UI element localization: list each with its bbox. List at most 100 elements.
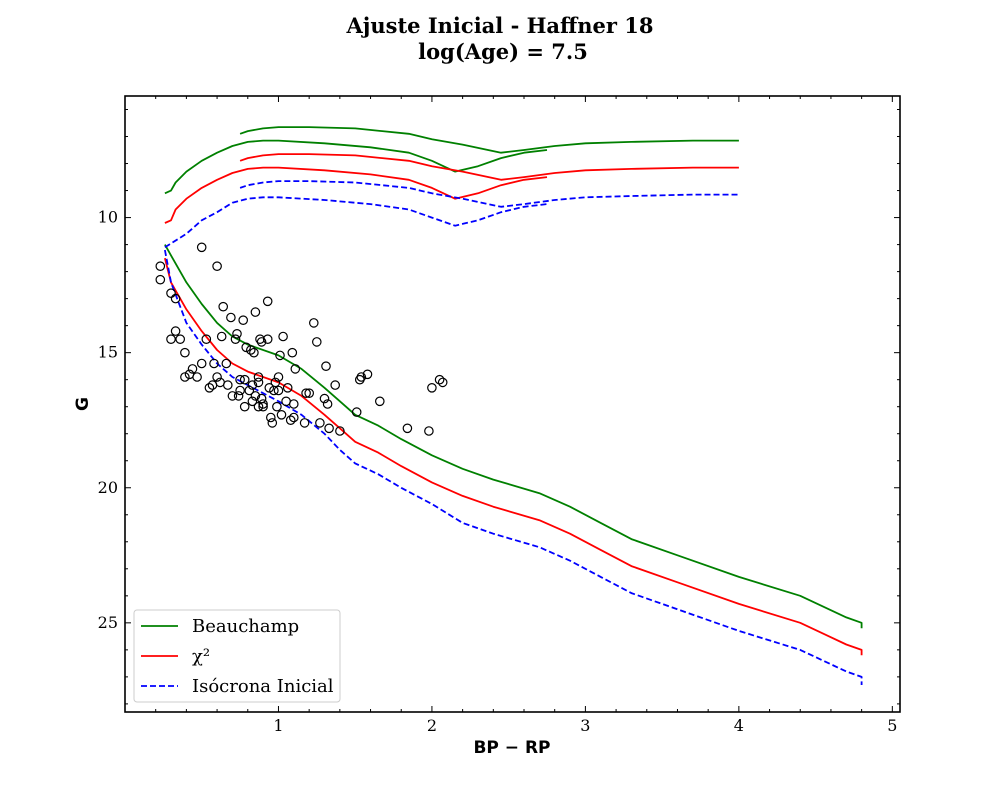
ticks-layer: 1 2 3 4 5 10 15 20 25: [98, 96, 900, 735]
scatter-point: [241, 342, 251, 353]
scatter-point: [196, 242, 207, 253]
scatter-point: [256, 337, 267, 347]
scatter-point: [437, 377, 448, 388]
scatter-point: [223, 380, 233, 390]
scatter-point: [212, 372, 222, 382]
scatter-point: [287, 347, 298, 358]
scatter-point: [299, 418, 310, 428]
scatter-point: [196, 358, 207, 369]
scatter-point: [308, 318, 319, 328]
x-tick-label: 3: [580, 716, 590, 735]
scatter-point: [265, 412, 276, 423]
scatter-point: [250, 391, 261, 401]
scatter-point: [330, 380, 340, 390]
scatter-point: [402, 423, 413, 434]
scatter-point: [180, 347, 190, 358]
scatter-point: [258, 399, 268, 409]
scatter-point: [262, 334, 273, 344]
scatter-point: [262, 296, 273, 307]
chart-title: Ajuste Inicial - Haffner 18: [345, 13, 653, 38]
scatter-point: [270, 377, 281, 388]
scatter-point: [424, 426, 434, 436]
scatter-point: [315, 418, 325, 428]
scatter-point: [356, 372, 367, 382]
scatter-point: [282, 382, 293, 393]
series-1-line-1: [164, 257, 863, 656]
scatter-point: [155, 261, 166, 271]
scatter-point: [180, 372, 190, 382]
scatter-point: [253, 377, 264, 388]
scatter-point: [235, 385, 245, 396]
series-0-line-2: [239, 126, 739, 154]
series-0-line-1: [164, 244, 863, 629]
scatter-point: [434, 374, 445, 385]
scatter-point: [351, 407, 362, 417]
series-0-line-0: [164, 139, 548, 195]
scatter-point: [212, 261, 222, 271]
scatter-point: [319, 393, 330, 404]
x-tick-label: 2: [427, 716, 437, 735]
scatter-point: [272, 401, 282, 412]
scatter-point: [249, 347, 259, 358]
legend-items: Beauchamp χ² Isócrona Inicial: [141, 616, 334, 697]
scatter-point: [233, 391, 244, 401]
x-axis-label: BP − RP: [473, 738, 550, 758]
scatter-point: [427, 382, 437, 393]
series-1-line-2: [239, 153, 739, 181]
scatter-point: [250, 307, 261, 317]
series-2-line-2: [239, 180, 739, 208]
scatter-point: [335, 426, 345, 436]
scatter-point: [267, 418, 278, 428]
scatter-point: [221, 358, 232, 369]
series-layer: [164, 126, 863, 685]
scatter-point: [238, 315, 248, 325]
scatter-point: [290, 364, 301, 374]
scatter-point: [276, 409, 287, 420]
scatter-point: [244, 385, 255, 396]
scatter-point: [204, 382, 215, 393]
scatter-point: [288, 399, 299, 409]
scatter-point: [255, 334, 265, 344]
y-axis-label: G: [73, 397, 93, 411]
scatter-point: [253, 401, 264, 412]
scatter-point: [273, 372, 284, 382]
y-tick-label: 20: [98, 478, 118, 497]
scatter-point: [301, 388, 311, 398]
scatter-point: [264, 382, 275, 393]
y-tick-label: 15: [98, 343, 118, 362]
scatter-point: [285, 415, 296, 425]
scatter-point: [322, 399, 333, 409]
scatter-point: [362, 369, 373, 380]
scatter-point: [239, 401, 250, 412]
scatter-point: [166, 334, 176, 344]
series-2-line-0: [164, 196, 548, 249]
scatter-point: [239, 374, 250, 385]
scatter-point: [235, 374, 245, 385]
chart-subtitle: log(Age) = 7.5: [418, 39, 588, 64]
scatter-point: [175, 334, 185, 344]
scatter-point: [246, 345, 256, 355]
scatter-point: [321, 361, 331, 371]
scatter-point: [232, 328, 242, 339]
scatter-point: [170, 293, 181, 304]
scatter-point: [166, 288, 176, 298]
x-tick-label: 1: [273, 716, 283, 735]
scatter-point: [187, 364, 198, 374]
legend-label-1: χ²: [192, 646, 210, 667]
scatter-point: [324, 423, 334, 434]
series-2-line-1: [164, 249, 863, 685]
scatter-point: [278, 331, 288, 342]
scatter-point: [226, 312, 236, 323]
x-tick-label: 5: [887, 716, 897, 735]
scatter-point: [155, 274, 166, 285]
scatter-point: [374, 396, 385, 407]
scatter-point: [253, 372, 264, 382]
legend-label-2: Isócrona Inicial: [192, 676, 334, 697]
scatter-point: [275, 350, 285, 361]
y-tick-label: 25: [98, 613, 118, 632]
legend-label-0: Beauchamp: [192, 616, 299, 637]
scatter-point: [288, 412, 299, 423]
scatter-point: [192, 372, 202, 382]
scatter-point: [304, 388, 314, 398]
scatter-point: [311, 337, 322, 347]
